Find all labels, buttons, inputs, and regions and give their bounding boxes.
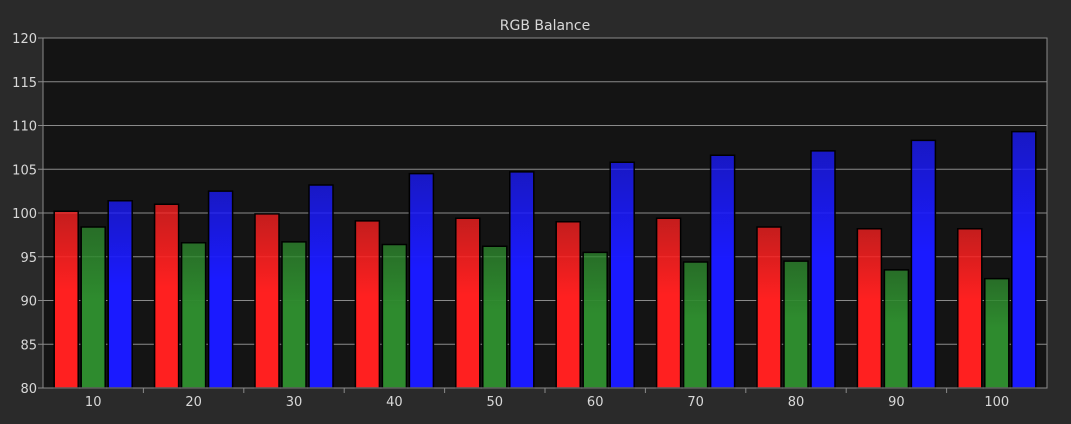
x-tick-label: 50 — [487, 395, 504, 410]
bar-red — [153, 203, 180, 389]
y-tick-label: 105 — [12, 163, 37, 178]
x-tick-label: 20 — [185, 395, 202, 410]
bar-red — [53, 210, 79, 389]
bar-blue — [810, 150, 836, 389]
y-tick-label: 85 — [20, 338, 37, 353]
bar-blue — [308, 184, 334, 389]
bar-green — [80, 226, 106, 389]
bar-red — [254, 213, 280, 389]
bar-green — [783, 260, 809, 389]
bar-red — [856, 228, 883, 389]
bar-green — [883, 269, 910, 389]
bar-green — [482, 245, 508, 389]
bar-red — [455, 217, 481, 389]
x-tick-label: 40 — [386, 395, 403, 410]
y-tick-label: 90 — [20, 295, 37, 310]
bar-red — [354, 220, 381, 389]
bar-red — [756, 226, 782, 389]
bar-red — [555, 221, 581, 389]
y-tick-label: 115 — [12, 76, 37, 91]
x-tick-label: 60 — [587, 395, 604, 410]
bar-blue — [107, 200, 133, 389]
bar-blue — [1011, 130, 1037, 389]
bar-green — [180, 242, 207, 389]
bar-blue — [609, 161, 635, 389]
bar-blue — [408, 172, 435, 389]
bar-red — [655, 217, 682, 389]
bar-blue — [509, 171, 535, 389]
x-tick-label: 90 — [888, 395, 905, 410]
bar-green — [682, 261, 709, 389]
x-tick-label: 100 — [984, 395, 1009, 410]
chart-title: RGB Balance — [500, 18, 590, 34]
bar-green — [281, 241, 307, 389]
x-tick-label: 30 — [286, 395, 303, 410]
plot-border — [42, 37, 1048, 389]
y-tick-label: 120 — [12, 32, 37, 47]
bar-blue — [910, 139, 937, 389]
bar-blue — [207, 190, 234, 389]
x-tick-label: 10 — [85, 395, 102, 410]
y-tick-label: 100 — [12, 207, 37, 222]
y-tick-label: 95 — [20, 251, 37, 266]
y-tick-label: 110 — [12, 120, 37, 135]
bar-green — [984, 277, 1010, 389]
x-tick-label: 80 — [788, 395, 805, 410]
bar-blue — [709, 154, 736, 389]
bar-green — [381, 243, 408, 389]
bar-red — [957, 228, 983, 389]
y-tick-label: 80 — [20, 382, 37, 397]
bar-green — [582, 251, 608, 389]
x-tick-label: 70 — [687, 395, 704, 410]
